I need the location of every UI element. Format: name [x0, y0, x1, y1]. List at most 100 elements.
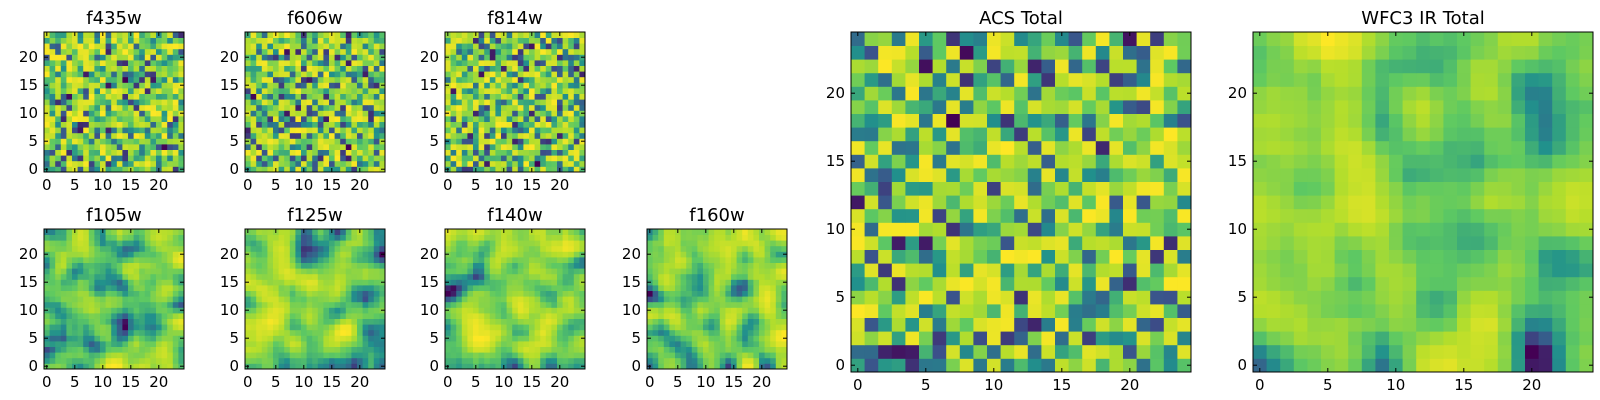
heatmap-cell: [517, 262, 524, 269]
heatmap-cell: [105, 76, 112, 83]
heatmap-cell: [467, 43, 474, 50]
heatmap-cell: [301, 99, 307, 106]
heatmap-cell: [473, 43, 479, 50]
heatmap-cell: [317, 149, 324, 156]
x-tick-label: 5: [70, 176, 80, 194]
heatmap-cell: [301, 240, 307, 247]
heatmap-cell: [66, 144, 73, 150]
heatmap-cell: [295, 251, 302, 258]
heatmap-cell: [691, 290, 698, 297]
heatmap-cell: [116, 318, 123, 325]
heatmap-cell: [719, 335, 726, 342]
heatmap-cell: [357, 160, 363, 167]
heatmap-cell: [256, 357, 263, 364]
heatmap-cell: [534, 160, 541, 167]
heatmap-cell: [501, 71, 507, 78]
heatmap-cell: [278, 93, 285, 100]
heatmap-cell: [467, 234, 474, 241]
heatmap-cell: [484, 132, 491, 139]
heatmap-cell: [959, 181, 974, 196]
heatmap-cell: [1041, 168, 1056, 182]
heatmap-cell: [467, 290, 474, 297]
heatmap-cell: [484, 127, 491, 134]
heatmap-cell: [60, 65, 67, 72]
heatmap-cell: [379, 121, 386, 128]
heatmap-cell: [66, 262, 73, 269]
heatmap-cell: [478, 296, 485, 303]
heatmap-cell: [72, 88, 78, 94]
heatmap-cells: [44, 229, 185, 370]
heatmap-cell: [301, 60, 307, 66]
heatmap-cell: [267, 76, 274, 83]
heatmap-cell: [579, 43, 586, 50]
heatmap-cell: [323, 290, 330, 297]
heatmap-cell: [88, 257, 95, 263]
heatmap-cell: [742, 262, 749, 269]
y-tick-label: 0: [631, 357, 641, 375]
heatmap-cell: [261, 285, 268, 291]
heatmap-cell: [652, 313, 659, 319]
heatmap-cell: [345, 110, 352, 117]
heatmap-cell: [245, 262, 251, 269]
heatmap-cell: [456, 43, 463, 50]
heatmap-cell: [267, 104, 274, 111]
heatmap-cell: [161, 229, 168, 235]
heatmap-cell: [781, 296, 788, 303]
heatmap-cell: [529, 149, 535, 156]
heatmap-cell: [529, 121, 535, 128]
heatmap-cell: [156, 257, 162, 263]
heatmap-cell: [753, 279, 760, 286]
heatmap-cell: [306, 352, 313, 359]
heatmap-cell: [116, 279, 123, 286]
heatmap-cell: [295, 60, 302, 66]
heatmap-cell: [545, 110, 552, 117]
heatmap-cell: [663, 357, 670, 364]
heatmap-cell: [973, 358, 988, 373]
heatmap-cell: [478, 48, 485, 55]
heatmap-cell: [557, 296, 563, 303]
heatmap-cell: [1068, 168, 1083, 182]
heatmap-cell: [172, 357, 179, 364]
heatmap-cell: [946, 290, 961, 305]
heatmap-cell: [329, 268, 335, 275]
heatmap-cell: [1000, 236, 1015, 250]
heatmap-cell: [245, 99, 251, 106]
heatmap-cell: [540, 71, 547, 78]
heatmap-cell: [764, 262, 771, 269]
heatmap-cell: [306, 104, 313, 111]
heatmap-cell: [340, 307, 347, 314]
heatmap-cell: [379, 144, 386, 150]
heatmap-cell: [725, 341, 732, 347]
heatmap-cell: [573, 357, 580, 364]
heatmap-cell: [284, 104, 291, 111]
heatmap-cell: [105, 363, 112, 370]
heatmap-cell: [658, 301, 665, 308]
heatmap-cell: [278, 88, 285, 94]
heatmap-cell: [919, 358, 933, 373]
heatmap-cell: [523, 116, 530, 122]
heatmap-cell: [545, 245, 552, 252]
y-tick-label: 10: [19, 104, 38, 122]
heatmap-cell: [545, 65, 552, 72]
heatmap-cell: [167, 144, 174, 150]
heatmap-cell: [373, 149, 380, 156]
heatmap-cell: [66, 32, 73, 38]
heatmap-cell: [1014, 222, 1029, 237]
heatmap-cell: [557, 82, 563, 89]
heatmap-cell: [461, 54, 468, 61]
heatmap-cell: [461, 127, 468, 134]
heatmap-cell: [334, 32, 341, 38]
heatmap-cell: [562, 301, 569, 308]
heatmap-cell: [368, 32, 375, 38]
heatmap-cell: [373, 93, 380, 100]
heatmap-cell: [60, 240, 67, 247]
heatmap-cell: [156, 301, 162, 308]
heatmap-cell: [284, 88, 291, 94]
heatmap-cell: [652, 335, 659, 342]
heatmap-cell: [256, 99, 263, 106]
heatmap-cell: [775, 335, 782, 342]
heatmap-cell: [456, 240, 463, 247]
heatmap-cell: [658, 329, 665, 336]
heatmap-cell: [295, 229, 302, 235]
heatmap-cell: [456, 37, 463, 44]
